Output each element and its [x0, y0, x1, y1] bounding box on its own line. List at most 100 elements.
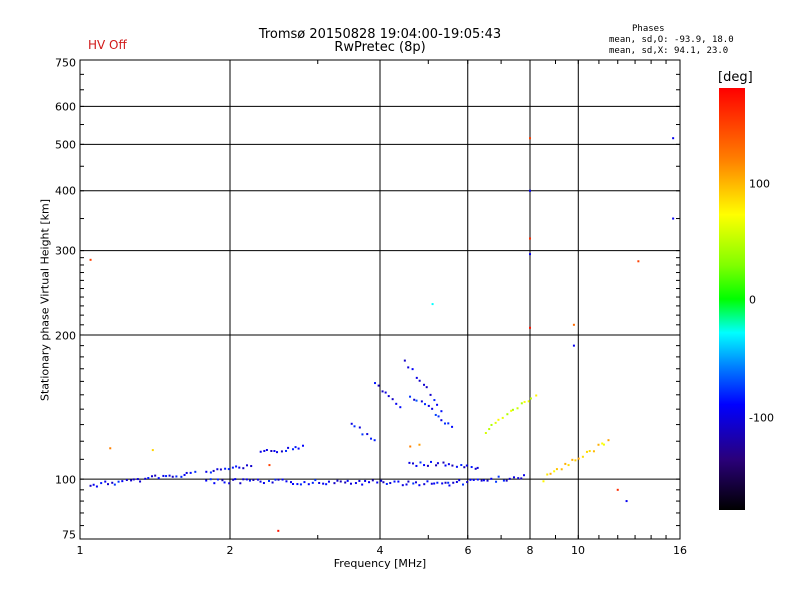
echo-trace-dot — [418, 484, 421, 487]
echo-trace-dot — [92, 483, 95, 486]
echo-trace-dot — [607, 439, 610, 442]
echo-trace-dot — [104, 480, 107, 483]
echo-trace-dot — [368, 481, 371, 484]
phases-stats-o-mode: mean, sd,O: -93.9, 18.0 — [609, 35, 734, 45]
x-tick-label: 1 — [76, 544, 84, 557]
echo-point — [431, 303, 434, 306]
echo-trace-dot — [555, 468, 558, 471]
x-axis-label: Frequency [MHz] — [333, 557, 427, 570]
echo-trace-dot — [389, 482, 392, 485]
echo-trace-dot — [588, 450, 591, 453]
echo-trace-dot — [463, 466, 466, 469]
echo-trace-dot — [373, 439, 376, 442]
echo-trace-dot — [488, 428, 491, 431]
echo-trace-dot — [480, 479, 483, 482]
echo-point — [572, 323, 575, 326]
colorbar-tick-label: 100 — [749, 177, 770, 191]
echo-trace-dot — [443, 422, 446, 425]
echo-point — [637, 260, 640, 263]
echo-trace-dot — [224, 467, 227, 470]
echo-trace-dot — [205, 470, 208, 473]
echo-trace-dot — [426, 480, 429, 483]
y-tick-label: 200 — [55, 329, 76, 343]
echo-trace-dot — [423, 483, 426, 486]
echo-trace-dot — [455, 465, 458, 468]
echo-trace-dot — [415, 399, 418, 402]
echo-trace-dot — [346, 479, 349, 482]
echo-trace-dot — [451, 425, 454, 428]
echo-trace-dot — [385, 482, 388, 485]
echo-point — [529, 137, 531, 140]
echo-point — [418, 443, 421, 446]
y-tick-label: 750 — [55, 56, 76, 70]
echo-trace-dot — [209, 471, 212, 474]
echo-trace-dot — [113, 483, 116, 486]
colorbar-tick-label: 0 — [749, 293, 756, 307]
echo-point — [409, 445, 412, 448]
echo-trace-dot — [183, 473, 186, 476]
echo-trace-dot — [242, 467, 245, 470]
echo-trace-dot — [150, 475, 153, 478]
echo-trace-dot — [322, 482, 325, 485]
echo-trace-dot — [381, 390, 384, 393]
echo-trace-dot — [423, 464, 426, 467]
echo-trace-dot — [403, 359, 406, 362]
echo-trace-dot — [289, 481, 292, 484]
echo-trace-dot — [121, 480, 124, 483]
echo-trace-dot — [549, 472, 552, 475]
y-axis-label: Stationary phase Virtual Height [km] — [38, 198, 52, 402]
echo-trace-dot — [265, 449, 268, 452]
echo-trace-dot — [560, 468, 563, 471]
echo-trace-dot — [262, 482, 265, 485]
echo-trace-dot — [447, 422, 450, 425]
echo-trace-dot — [567, 464, 570, 467]
echo-trace-dot — [180, 475, 183, 478]
echo-trace-dot — [194, 470, 197, 473]
echo-trace-dot — [409, 395, 412, 398]
echo-trace-dot — [408, 461, 411, 464]
echo-trace-dot — [553, 470, 556, 473]
echo-trace-dot — [411, 368, 414, 371]
echo-trace-dot — [314, 479, 317, 482]
echo-trace-dot — [358, 479, 361, 482]
echo-trace-dot — [189, 471, 192, 474]
echo-point — [529, 189, 531, 192]
echo-trace-dot — [601, 442, 604, 445]
echo-trace-dot — [168, 474, 171, 477]
echo-trace-dot — [490, 423, 493, 426]
y-tick-label: 600 — [55, 100, 76, 114]
echo-trace-dot — [296, 483, 299, 486]
echo-trace-dot — [219, 468, 222, 471]
echo-trace-dot — [216, 468, 219, 471]
echo-trace-dot — [462, 483, 465, 486]
echo-trace-dot — [339, 480, 342, 483]
echo-trace-dot — [245, 464, 248, 467]
phases-stats-heading: Phases — [632, 24, 665, 34]
echo-trace-dot — [484, 432, 487, 435]
echo-trace-dot — [297, 447, 300, 450]
echo-trace-dot — [354, 482, 357, 485]
echo-trace-dot — [344, 481, 347, 484]
echo-trace-dot — [333, 482, 336, 485]
echo-trace-dot — [482, 479, 485, 482]
echo-trace-dot — [248, 479, 251, 482]
echo-trace-dot — [399, 406, 402, 409]
echo-point — [268, 464, 271, 467]
echo-trace-dot — [276, 451, 279, 454]
echo-trace-dot — [157, 477, 160, 480]
echo-trace-dot — [455, 480, 458, 483]
echo-trace-dot — [307, 483, 310, 486]
echo-trace-dot — [412, 482, 415, 485]
echo-trace-dot — [420, 400, 423, 403]
echo-trace-dot — [440, 410, 443, 413]
echo-trace-dot — [384, 391, 387, 394]
echo-trace-dot — [451, 464, 454, 467]
echo-trace-dot — [466, 481, 469, 484]
echo-point — [672, 137, 675, 140]
echo-trace-dot — [100, 482, 103, 485]
echo-trace-dot — [245, 478, 248, 481]
echo-trace-dot — [175, 475, 178, 478]
echo-trace-dot — [273, 450, 276, 453]
echo-trace-dot — [430, 482, 433, 485]
echo-trace-dot — [447, 481, 450, 484]
